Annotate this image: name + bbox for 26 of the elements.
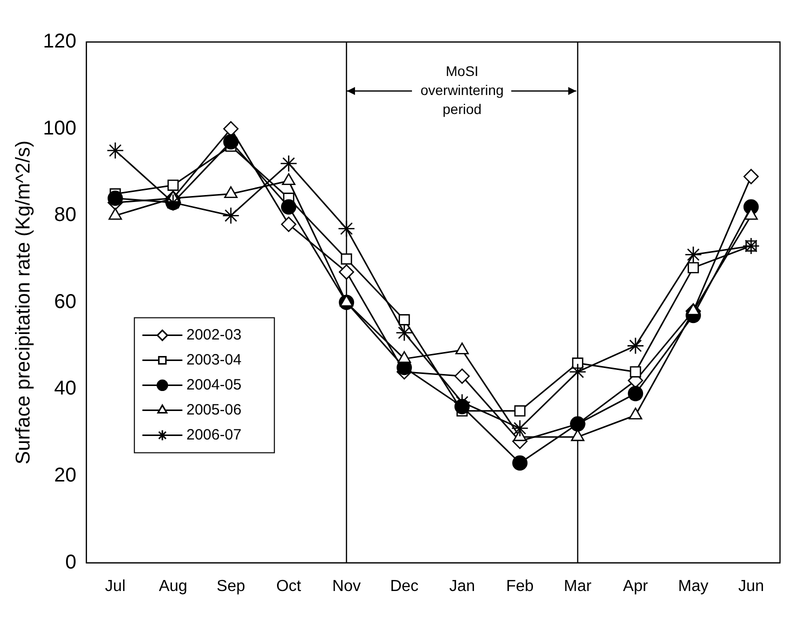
x-tick-label: Feb [506,578,534,595]
x-tick-label: Jul [105,578,126,595]
legend-label: 2003-04 [186,351,242,368]
y-tick-label: 80 [54,204,76,226]
x-tick-label: Mar [564,578,592,595]
legend-label: 2004-05 [186,376,242,394]
x-tick-label: Dec [390,578,419,595]
x-tick-label: Apr [623,578,649,595]
y-tick-label: 0 [65,551,76,574]
x-tick-label: Aug [158,578,188,595]
annotation: MoSI overwintering period [420,62,504,117]
x-tick-label: Jan [449,578,475,595]
y-tick-label: 100 [42,117,76,140]
y-tick-label: 120 [42,30,76,53]
y-tick-label: 60 [54,290,76,313]
x-tick-label: Oct [276,578,302,595]
y-tick-label: 20 [54,464,76,487]
legend-label: 2006-07 [186,426,242,444]
x-tick-label: Sep [216,578,246,595]
y-tick-label: 40 [54,378,76,400]
x-tick-label: Nov [332,578,361,595]
x-tick-label: May [678,578,708,595]
legend-label: 2002-03 [186,326,242,344]
x-tick-label: Jun [738,578,764,595]
y-axis-title: Surface precipitation rate (Kg/m^2/s) [12,140,35,464]
legend-label: 2005-06 [186,401,242,418]
